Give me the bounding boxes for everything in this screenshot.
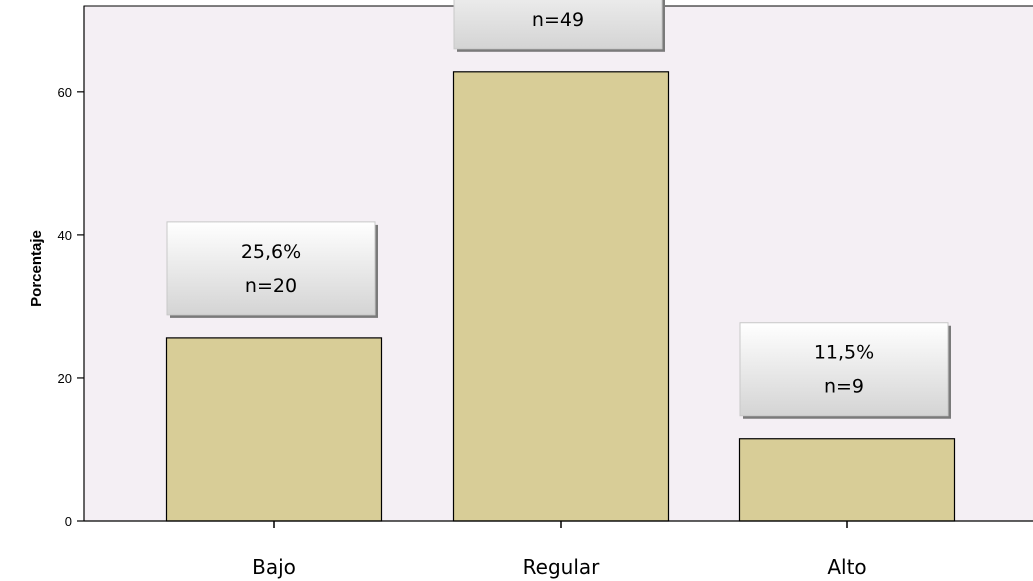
data-label-box — [453, 0, 663, 50]
y-tick-label: 20 — [58, 371, 72, 386]
y-axis-label: Porcentaje — [28, 230, 45, 307]
x-tick-label-alto: Alto — [827, 555, 866, 579]
bar-bajo — [165, 337, 383, 522]
data-label-1: 62,8%n=49 — [453, 0, 665, 52]
data-label-0: 25,6% n=20 — [166, 221, 378, 318]
data-label-percent: 11,5% — [814, 342, 874, 364]
bar-regular — [452, 71, 670, 522]
y-tick-label: 60 — [58, 85, 72, 100]
bar-alto — [738, 438, 956, 522]
data-label-2: 11,5% n=9 — [739, 322, 951, 419]
x-tick-label-bajo: Bajo — [252, 555, 296, 579]
data-label-count: n=49 — [532, 9, 584, 31]
y-tick-label: 0 — [65, 514, 72, 529]
data-label-percent: 25,6% — [241, 241, 301, 263]
data-label-box — [166, 221, 376, 316]
y-tick-label: 40 — [58, 228, 72, 243]
data-label-count: n=9 — [824, 376, 864, 398]
data-label-count: n=20 — [245, 275, 297, 297]
data-label-box — [739, 322, 949, 417]
x-tick-label-regular: Regular — [523, 555, 600, 579]
